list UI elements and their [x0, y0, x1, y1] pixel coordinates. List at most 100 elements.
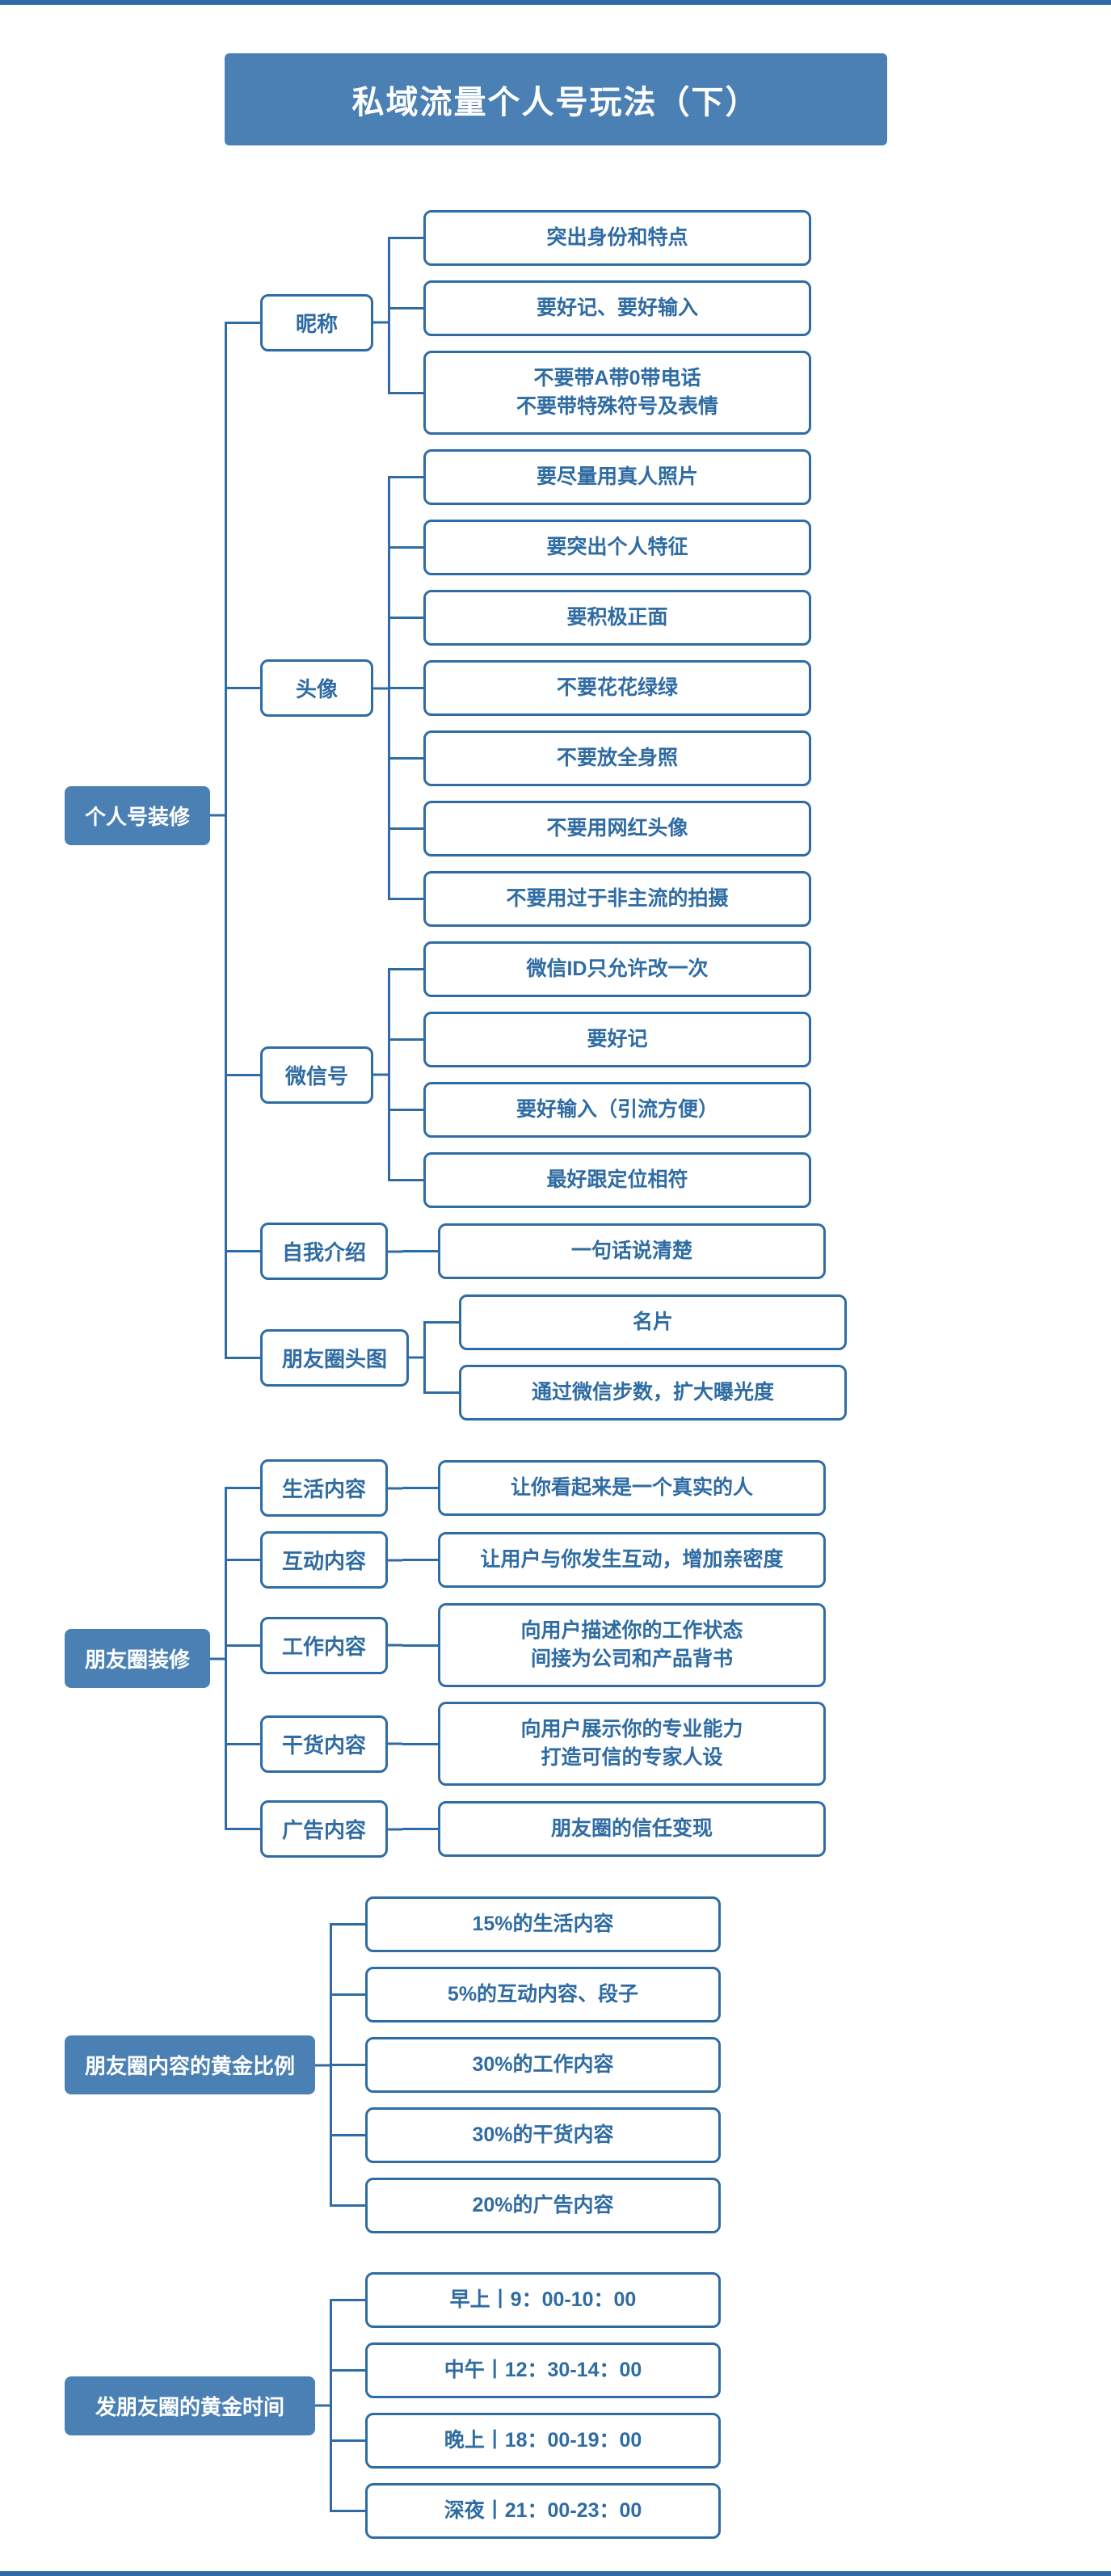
- connector-stub: [420, 1250, 438, 1252]
- leaf-node: 微信ID只允许改一次: [423, 941, 811, 997]
- leaf-node: 向用户展示你的专业能力打造可信的专家人设: [438, 1702, 826, 1786]
- leaf-row: 向用户描述你的工作状态间接为公司和产品背书: [420, 1603, 1046, 1687]
- node-level2-ad-content: 广告内容: [260, 1800, 388, 1858]
- leaf-node: 名片: [459, 1294, 847, 1350]
- leaf-row: 要积极正面: [406, 590, 1046, 646]
- tree-root: 个人号装修 昵称 突出身份和特点 要好记、要好输入: [32, 210, 1079, 2539]
- branch-row: 干货内容 向用户展示你的专业能力打造可信的专家人设: [242, 1702, 1046, 1786]
- leaf-node: 要尽量用真人照片: [423, 449, 811, 505]
- connector-bracket: [315, 1896, 347, 2233]
- connector-stub: [420, 1743, 438, 1745]
- leaf-row: 向用户展示你的专业能力打造可信的专家人设: [420, 1702, 1046, 1786]
- leaf-row: 名片: [441, 1294, 1046, 1350]
- leaf-row: 一句话说清楚: [420, 1223, 1046, 1279]
- leaf-node: 最好跟定位相符: [423, 1152, 811, 1208]
- leaf-node: 20%的广告内容: [365, 2178, 721, 2233]
- connector-bracket: [388, 1800, 420, 1858]
- node-level2-avatar: 头像: [260, 659, 373, 717]
- connector-stub: [242, 1559, 260, 1561]
- leaf-node: 向用户描述你的工作状态间接为公司和产品背书: [438, 1603, 826, 1687]
- leaf-node: 早上丨9：00-10：00: [365, 2272, 721, 2328]
- branch-row: 微信号 微信ID只允许改一次 要好记 要好输入（引流方便） 最好跟定位相符: [242, 941, 1046, 1208]
- connector-stub: [347, 2064, 365, 2066]
- connector-bracket: [210, 210, 242, 1421]
- leaf-row: 不要用过于非主流的拍摄: [406, 871, 1046, 927]
- leaf-row: 突出身份和特点: [406, 210, 1046, 266]
- node-level1: 朋友圈装修: [65, 1629, 210, 1688]
- connector-stub: [242, 1743, 260, 1745]
- connector-bracket: [388, 1702, 420, 1786]
- leaf-row: 要尽量用真人照片: [406, 449, 1046, 505]
- leaf-node: 朋友圈的信任变现: [438, 1801, 826, 1857]
- section-personal-account-setup: 个人号装修 昵称 突出身份和特点 要好记、要好输入: [65, 210, 1046, 1421]
- leaf-row: 让你看起来是一个真实的人: [420, 1460, 1046, 1516]
- leaf-row: 不要用网红头像: [406, 801, 1046, 857]
- leaf-row: 最好跟定位相符: [406, 1152, 1046, 1208]
- connector-stub: [406, 237, 423, 239]
- section-golden-time: 发朋友圈的黄金时间 早上丨9：00-10：00 中午丨12：30-14：00 晚…: [65, 2272, 1046, 2539]
- leaf-row: 中午丨12：30-14：00: [347, 2342, 1046, 2398]
- connector-stub: [406, 1179, 423, 1181]
- leaf-row: 朋友圈的信任变现: [420, 1801, 1046, 1857]
- leaf-node: 不要放全身照: [423, 730, 811, 786]
- leaf-node: 中午丨12：30-14：00: [365, 2342, 721, 2398]
- connector-stub: [242, 1828, 260, 1830]
- connector-stub: [347, 2134, 365, 2136]
- leaf-node: 要好记: [423, 1012, 811, 1067]
- connector-stub: [406, 307, 423, 309]
- connector-stub: [242, 1644, 260, 1647]
- leaf-node: 不要用网红头像: [423, 801, 811, 857]
- leaf-row: 不要带A带0带电话不要带特殊符号及表情: [406, 351, 1046, 435]
- leaf-node: 让你看起来是一个真实的人: [438, 1460, 826, 1516]
- leaf-row: 早上丨9：00-10：00: [347, 2272, 1046, 2328]
- branch-row: 自我介绍 一句话说清楚: [242, 1223, 1046, 1280]
- connector-stub: [420, 1644, 438, 1647]
- branch-row: 昵称 突出身份和特点 要好记、要好输入 不要带A带0带电话不要带特殊符号及表情: [242, 210, 1046, 435]
- connector-stub: [347, 2299, 365, 2301]
- connector-bracket: [388, 1531, 420, 1589]
- branch-row: 广告内容 朋友圈的信任变现: [242, 1800, 1046, 1858]
- connector-stub: [242, 1487, 260, 1489]
- node-level1: 个人号装修: [65, 786, 210, 845]
- node-level2-nickname: 昵称: [260, 294, 373, 351]
- leaf-node: 要好输入（引流方便）: [423, 1082, 811, 1138]
- leaf-row: 深夜丨21：00-23：00: [347, 2483, 1046, 2539]
- node-level2-wechat-id: 微信号: [260, 1046, 373, 1104]
- connector-stub: [242, 687, 260, 689]
- leaf-row: 要好记、要好输入: [406, 280, 1046, 336]
- leaf-node: 要积极正面: [423, 590, 811, 646]
- connector-stub: [347, 1993, 365, 1996]
- section-moments-setup: 朋友圈装修 生活内容 让你看起来是一个真实的人 互动内容 让用户与你发生互动，增…: [65, 1459, 1046, 1858]
- leaf-row: 30%的干货内容: [347, 2107, 1046, 2163]
- node-level2-life-content: 生活内容: [260, 1459, 388, 1517]
- connector-stub: [242, 322, 260, 324]
- connector-stub: [406, 687, 423, 689]
- connector-stub: [441, 1321, 459, 1324]
- leaf-row: 通过微信步数，扩大曝光度: [441, 1365, 1046, 1421]
- connector-stub: [441, 1391, 459, 1394]
- leaf-node: 要突出个人特征: [423, 520, 811, 575]
- node-level2-dry-goods-content: 干货内容: [260, 1715, 388, 1773]
- connector-stub: [406, 968, 423, 970]
- connector-bracket: [388, 1603, 420, 1687]
- connector-stub: [406, 546, 423, 549]
- branch-row: 头像 要尽量用真人照片 要突出个人特征 要积极正面 不要花花绿绿 不要放全身照 …: [242, 449, 1046, 927]
- connector-bracket: [388, 1223, 420, 1280]
- node-level2-work-content: 工作内容: [260, 1617, 388, 1674]
- connector-bracket: [409, 1294, 441, 1421]
- leaf-row: 5%的互动内容、段子: [347, 1967, 1046, 2022]
- connector-bracket: [373, 449, 406, 927]
- leaf-row: 15%的生活内容: [347, 1896, 1046, 1952]
- leaf-row: 让用户与你发生互动，增加亲密度: [420, 1532, 1046, 1588]
- leaf-node: 通过微信步数，扩大曝光度: [459, 1365, 847, 1421]
- connector-stub: [406, 1109, 423, 1111]
- leaf-row: 20%的广告内容: [347, 2178, 1046, 2233]
- node-level2-moments-header: 朋友圈头图: [260, 1329, 409, 1387]
- connector-bracket: [373, 941, 406, 1208]
- branch-row: 朋友圈头图 名片 通过微信步数，扩大曝光度: [242, 1294, 1046, 1421]
- leaf-node: 让用户与你发生互动，增加亲密度: [438, 1532, 826, 1588]
- connector-stub: [420, 1559, 438, 1561]
- section-golden-ratio: 朋友圈内容的黄金比例 15%的生活内容 5%的互动内容、段子 30%的工作内容 …: [65, 1896, 1046, 2233]
- connector-bracket: [388, 1459, 420, 1517]
- connector-stub: [420, 1487, 438, 1489]
